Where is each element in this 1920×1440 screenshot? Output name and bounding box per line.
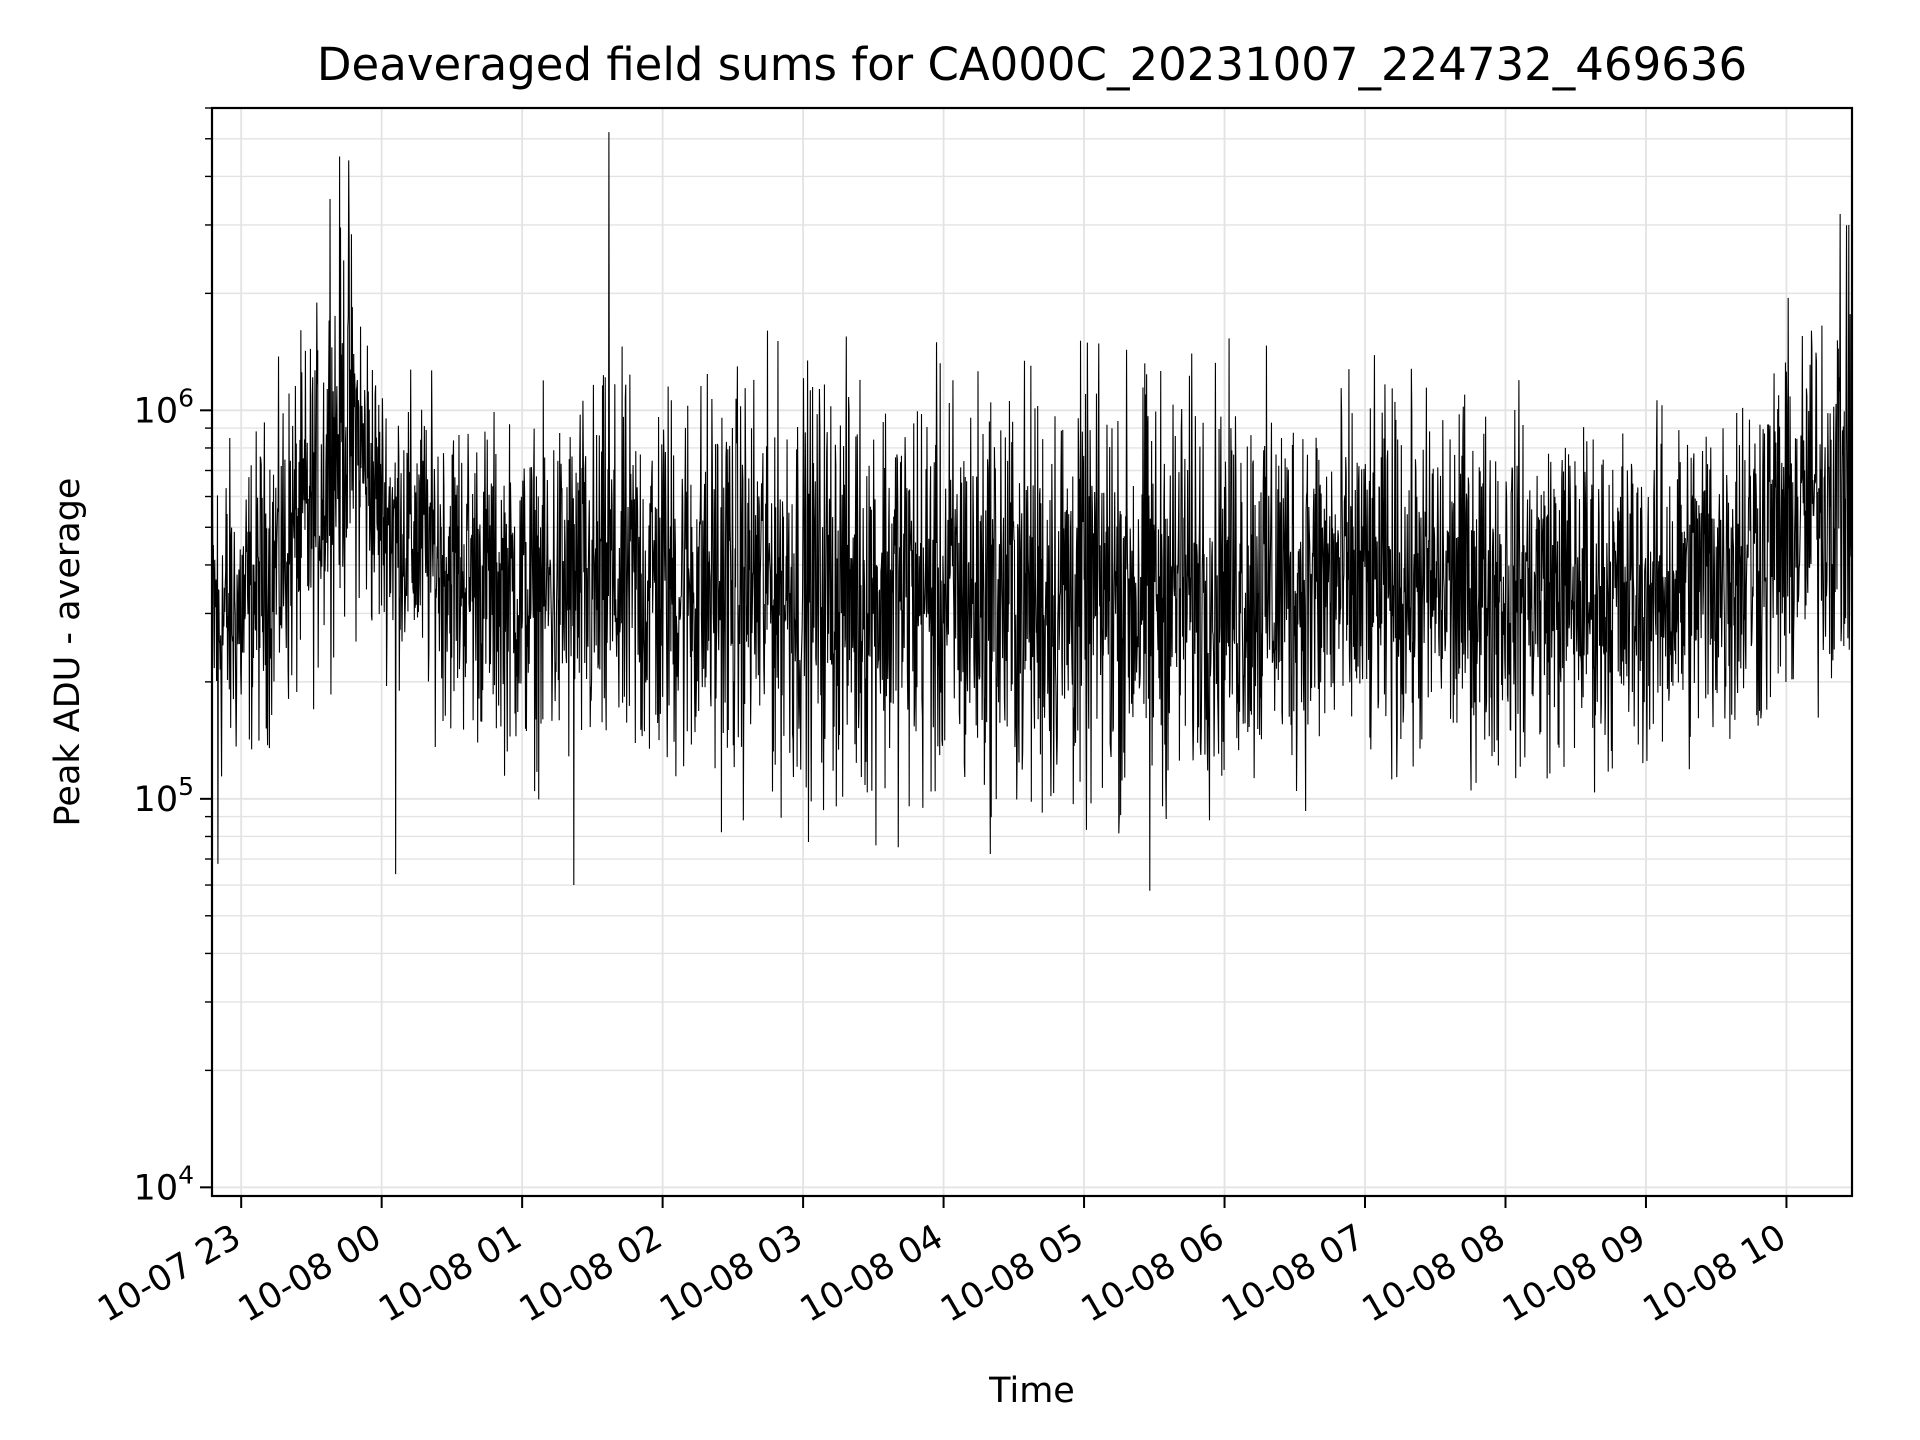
y-tick-exponent: 4 [178,1160,194,1189]
chart-title: Deaveraged field sums for CA000C_2023100… [317,38,1747,91]
data-series [211,132,1853,1150]
y-tick-base: 10 [134,1168,179,1208]
y-tick-exponent: 6 [178,383,194,412]
y-tick-label: 106 [134,383,194,431]
series-line [211,132,1853,1150]
plot-frame [210,106,1854,1198]
y-axis-label: Peak ADU - average [48,478,88,827]
y-tick-base: 10 [134,780,179,820]
y-tick-label: 105 [134,772,194,820]
x-axis-label: Time [988,1371,1075,1411]
y-tick-label: 104 [134,1160,194,1208]
y-tick-base: 10 [134,391,179,431]
y-tick-exponent: 5 [178,772,194,801]
